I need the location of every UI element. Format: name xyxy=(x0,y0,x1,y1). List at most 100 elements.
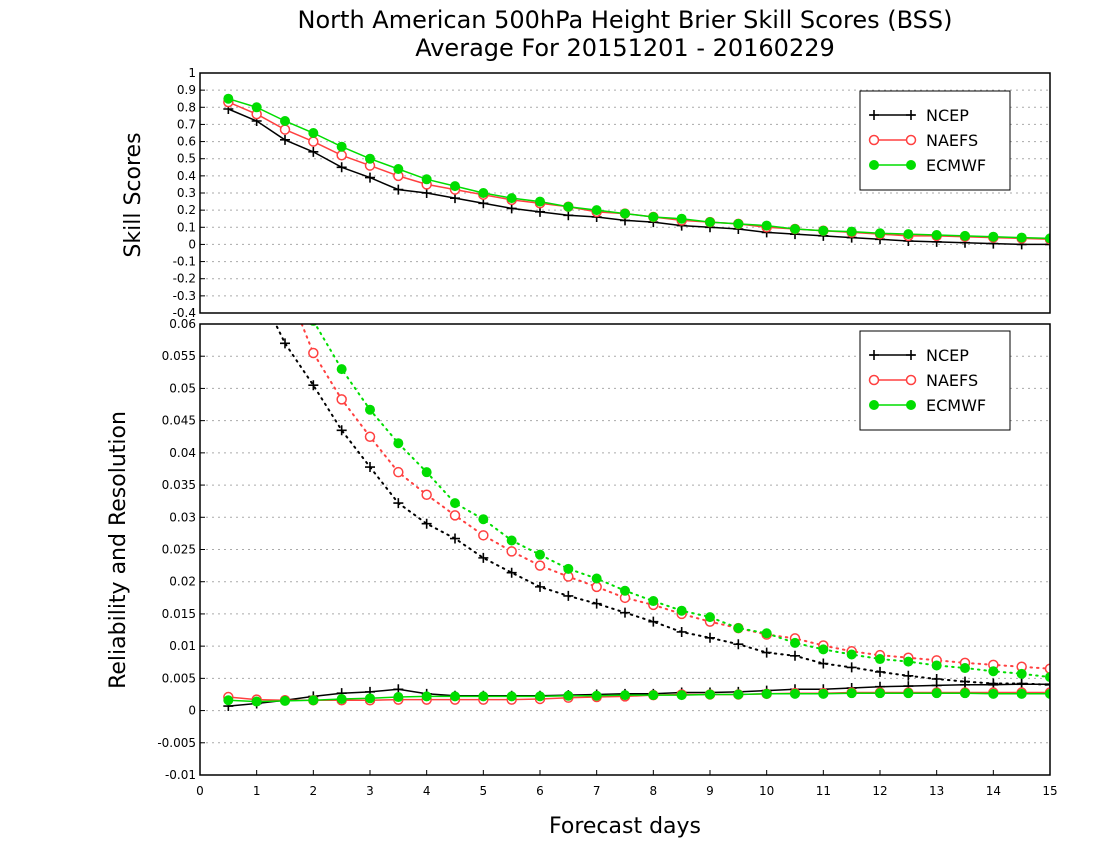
bot-ncep-resolution-point xyxy=(506,567,517,578)
x-tick-label: 11 xyxy=(816,784,831,798)
bot-ecmwf-resolution-point xyxy=(450,498,460,509)
x-tick-label: 15 xyxy=(1042,784,1057,798)
bot-ecmwf-reliability-point xyxy=(280,695,290,706)
y-tick-label: -0.2 xyxy=(173,272,196,286)
top-ecmwf-point xyxy=(280,116,290,126)
top-ecmwf-point xyxy=(591,205,602,216)
bot-ecmwf-resolution-point xyxy=(563,563,574,574)
y-tick-label: 0.8 xyxy=(177,100,196,114)
bot-ecmwf-resolution-point xyxy=(224,113,233,122)
bot-ecmwf-resolution-point xyxy=(790,637,800,648)
top-ncep-point xyxy=(280,134,290,145)
bot-ecmwf-resolution-point xyxy=(1016,668,1027,679)
top-series-clip xyxy=(223,93,1050,250)
bot-ecmwf-reliability-point xyxy=(1045,688,1050,699)
bot-ecmwf-reliability-point xyxy=(223,695,234,706)
bot-ncep-resolution-point xyxy=(591,598,602,609)
x-tick-label: 10 xyxy=(759,784,774,798)
y-tick-label: 0.005 xyxy=(162,671,196,685)
top-naefs-point xyxy=(308,136,319,147)
y-tick-label: -0.4 xyxy=(173,306,196,320)
legend-marker-naefs xyxy=(905,134,917,146)
bot-naefs-resolution-point xyxy=(364,431,376,442)
bot-ecmwf-reliability-point xyxy=(733,689,744,700)
bot-ncep-resolution-point xyxy=(903,670,914,681)
top-panel-legend: NCEP NAEFS ECMWF xyxy=(859,90,1011,191)
top-ecmwf-point xyxy=(1016,232,1027,243)
bot-naefs-resolution-point xyxy=(308,347,319,359)
bot-ecmwf-reliability-point xyxy=(988,688,999,699)
y-tick-label: 0.015 xyxy=(162,607,196,621)
bot-ecmwf-resolution-point xyxy=(336,364,347,375)
bot-ncep-resolution-point xyxy=(535,581,545,592)
bot-ecmwf-reliability-point xyxy=(620,690,630,701)
y-tick-label: 0.1 xyxy=(177,220,196,234)
legend-marker-ncep xyxy=(869,110,879,120)
bot-naefs-resolution-point xyxy=(534,560,546,571)
y-tick-label: 0.025 xyxy=(162,543,196,557)
bot-ncep-resolution-point xyxy=(733,639,744,650)
bot-ncep-resolution-point xyxy=(393,498,404,509)
bot-naefs-resolution-point xyxy=(1044,663,1050,674)
bot-naefs-resolution-point xyxy=(478,530,489,541)
top-ecmwf-point xyxy=(223,93,234,104)
bot-ecmwf-reliability-point xyxy=(676,690,687,701)
x-axis-label: Forecast days xyxy=(549,814,701,839)
y-tick-label: 0.5 xyxy=(177,152,196,166)
bot-ecmwf-resolution-point xyxy=(620,585,630,596)
bot-ecmwf-reliability-point xyxy=(846,688,857,699)
bot-ecmwf-resolution-point xyxy=(252,178,261,187)
x-tick-label: 13 xyxy=(929,784,944,798)
bot-ecmwf-resolution-point xyxy=(903,656,914,667)
bot-ncep-resolution-line xyxy=(274,324,1050,686)
bottom-legend-markers xyxy=(868,350,917,410)
bot-series-clip xyxy=(223,113,1050,712)
bot-naefs-resolution-point xyxy=(393,466,404,478)
x-tick-label: 8 xyxy=(650,784,658,798)
bot-ecmwf-reliability-point xyxy=(365,693,375,704)
bottom-panel-series xyxy=(223,113,1050,712)
bot-ecmwf-resolution-point xyxy=(535,549,545,560)
top-ecmwf-point xyxy=(705,217,715,228)
y-tick-label: 0 xyxy=(188,237,196,251)
y-tick-label: -0.3 xyxy=(173,289,196,303)
y-tick-label: 0.05 xyxy=(169,381,196,395)
bot-ecmwf-resolution-point xyxy=(281,249,290,258)
top-legend-label-ncep: NCEP xyxy=(926,106,969,125)
bot-ecmwf-reliability-point xyxy=(421,691,432,702)
bot-ecmwf-reliability-point xyxy=(393,692,404,703)
bot-ncep-resolution-point xyxy=(761,647,772,658)
bot-ecmwf-resolution-point xyxy=(506,535,517,546)
top-ncep-point xyxy=(336,162,347,173)
bot-ecmwf-reliability-point xyxy=(478,691,489,702)
top-ecmwf-point xyxy=(251,102,262,113)
bot-ecmwf-reliability-point xyxy=(450,691,460,702)
y-tick-label: -0.01 xyxy=(165,768,196,782)
y-tick-label: 0.4 xyxy=(177,169,196,183)
bot-ncep-resolution-point xyxy=(252,280,262,290)
bot-ecmwf-resolution-point xyxy=(960,663,970,674)
bot-ecmwf-reliability-point xyxy=(875,688,885,699)
top-legend-markers xyxy=(868,110,917,170)
legend-marker-naefs xyxy=(905,374,917,386)
bot-ecmwf-reliability-point xyxy=(761,688,772,699)
bot-naefs-resolution-point xyxy=(252,204,261,213)
top-panel-frame xyxy=(199,72,1051,314)
bot-ncep-resolution-point xyxy=(280,338,290,349)
y-tick-label: 0.6 xyxy=(177,135,196,149)
bot-ecmwf-resolution-point xyxy=(931,660,942,671)
top-ecmwf-point xyxy=(620,208,630,219)
bottom-legend-label-ecmwf: ECMWF xyxy=(926,396,986,415)
x-tick-label: 9 xyxy=(706,784,714,798)
y-tick-label: 0.3 xyxy=(177,186,196,200)
bottom-panel-x-ticks: 0 1 2 3 4 5 6 7 8 9 10 11 12 13 14 15 xyxy=(196,770,1058,798)
top-ecmwf-point xyxy=(960,230,970,241)
legend-marker-ncep xyxy=(869,350,879,360)
top-ncep-point xyxy=(1045,239,1050,250)
legend-marker-ncep xyxy=(906,350,916,360)
x-tick-label: 14 xyxy=(986,784,1001,798)
bot-ecmwf-reliability-point xyxy=(591,690,602,701)
top-ncep-point xyxy=(393,184,404,195)
y-tick-label: -0.005 xyxy=(157,736,196,750)
y-tick-label: 0.055 xyxy=(162,349,196,363)
